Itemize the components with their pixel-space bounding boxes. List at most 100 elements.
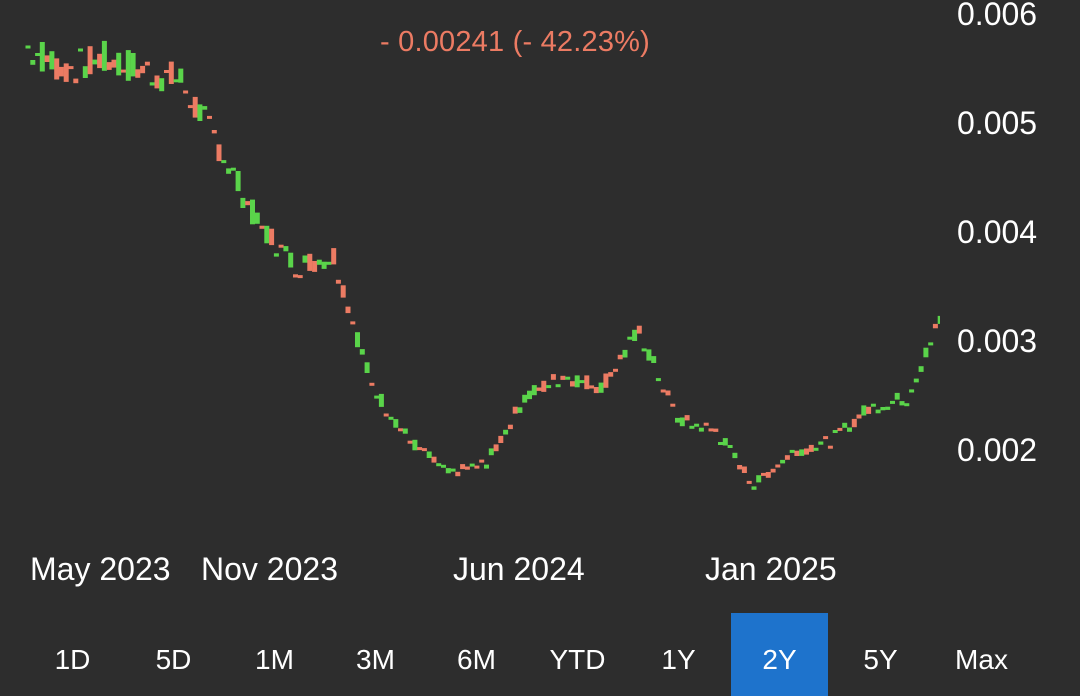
range-button-ytd[interactable]: YTD [549, 643, 606, 675]
candle-down [684, 415, 690, 421]
candle-down [135, 69, 141, 78]
candle-down [87, 46, 93, 75]
candle-down [741, 466, 747, 473]
candle-down [407, 440, 413, 444]
candle-up [250, 199, 255, 225]
candle-up [426, 451, 432, 458]
candle-down [293, 274, 298, 278]
candle-down [541, 380, 547, 392]
candle-down [570, 381, 575, 387]
candle-down [460, 464, 466, 470]
candle-up [173, 79, 179, 83]
range-button-6m[interactable]: 6M [457, 643, 496, 675]
range-button-3m[interactable]: 3M [356, 643, 395, 675]
candle-up [264, 225, 270, 244]
candle-up [694, 423, 700, 427]
candle-up [780, 459, 786, 464]
range-button-5d[interactable]: 5D [155, 643, 192, 675]
x-tick-label: Jun 2024 [453, 551, 585, 587]
chart-svg[interactable] [0, 0, 940, 520]
candle-down [837, 427, 843, 431]
candle-up [235, 171, 241, 192]
candle-up [30, 60, 36, 65]
x-tick-label: Jan 2025 [705, 551, 837, 587]
candle-up [531, 385, 537, 396]
candle-down [211, 130, 217, 134]
range-button-1d[interactable]: 1D [54, 643, 91, 675]
candle-down [455, 471, 461, 477]
y-tick-label: 0.003 [957, 323, 1038, 359]
candle-down [297, 275, 303, 279]
candle-up [842, 422, 848, 428]
candle-up [722, 438, 728, 446]
candle-down [784, 455, 790, 460]
candle-up [718, 442, 723, 445]
candle-down [68, 66, 74, 70]
candle-up [488, 448, 494, 456]
candle-up [101, 40, 107, 71]
candle-down [216, 144, 222, 162]
candle-down [331, 248, 337, 265]
candle-up [283, 246, 289, 252]
candle-up [273, 253, 279, 257]
candle-down [97, 53, 103, 69]
candle-down [479, 459, 485, 463]
candle-up [484, 464, 489, 469]
candle-up [374, 395, 380, 399]
candle-up [555, 384, 561, 388]
candle-up [756, 475, 762, 483]
candle-up [813, 447, 819, 451]
candle-up [469, 463, 475, 467]
range-button-5y[interactable]: 5Y [863, 643, 898, 675]
candle-up [522, 394, 528, 403]
candle-up [598, 382, 604, 393]
candle-up [923, 347, 929, 358]
candle-up [388, 416, 394, 420]
candle-down [73, 78, 79, 84]
price-chart[interactable]: - 0.00241 (- 42.23%) 0.006 0.005 0.004 0… [0, 0, 1080, 600]
candle-up [49, 51, 55, 70]
candle-down [140, 65, 146, 74]
candle-up [928, 342, 934, 346]
candle-down [823, 436, 829, 440]
candle-down [417, 447, 423, 451]
candle-down [708, 428, 714, 432]
candle-up [689, 425, 695, 429]
candle-up [359, 349, 365, 355]
candle-up [125, 50, 131, 81]
candle-up [254, 212, 260, 224]
range-button-max[interactable]: Max [955, 643, 1008, 675]
range-button-1m[interactable]: 1M [255, 643, 294, 675]
candle-up [799, 449, 805, 456]
candle-up [727, 445, 733, 448]
candle-up [909, 389, 915, 393]
candle-down [794, 450, 800, 456]
candle-up [321, 261, 327, 269]
candle-down [192, 96, 198, 118]
candle-up [436, 463, 442, 467]
candle-up [159, 78, 165, 92]
candle-up [178, 68, 184, 83]
candle-down [278, 244, 284, 248]
candle-up [913, 378, 919, 383]
candle-up [82, 66, 88, 78]
candle-up [818, 441, 824, 445]
candle-up [355, 332, 360, 348]
candle-up [149, 82, 155, 86]
candle-down [63, 63, 69, 82]
candle-down [593, 387, 599, 394]
range-button-1y[interactable]: 1Y [661, 643, 696, 675]
candle-down [536, 387, 542, 391]
candle-up [565, 376, 571, 380]
candle-up [92, 59, 98, 65]
candle-up [517, 407, 523, 413]
candle-down [713, 428, 719, 432]
candle-up [326, 261, 332, 265]
candle-down [804, 448, 809, 455]
candle-up [875, 409, 881, 414]
candle-up [698, 427, 704, 432]
candle-up [35, 53, 41, 56]
range-button-2y[interactable]: 2Y [731, 613, 828, 696]
candle-up [832, 430, 838, 433]
candle-down [603, 373, 609, 388]
